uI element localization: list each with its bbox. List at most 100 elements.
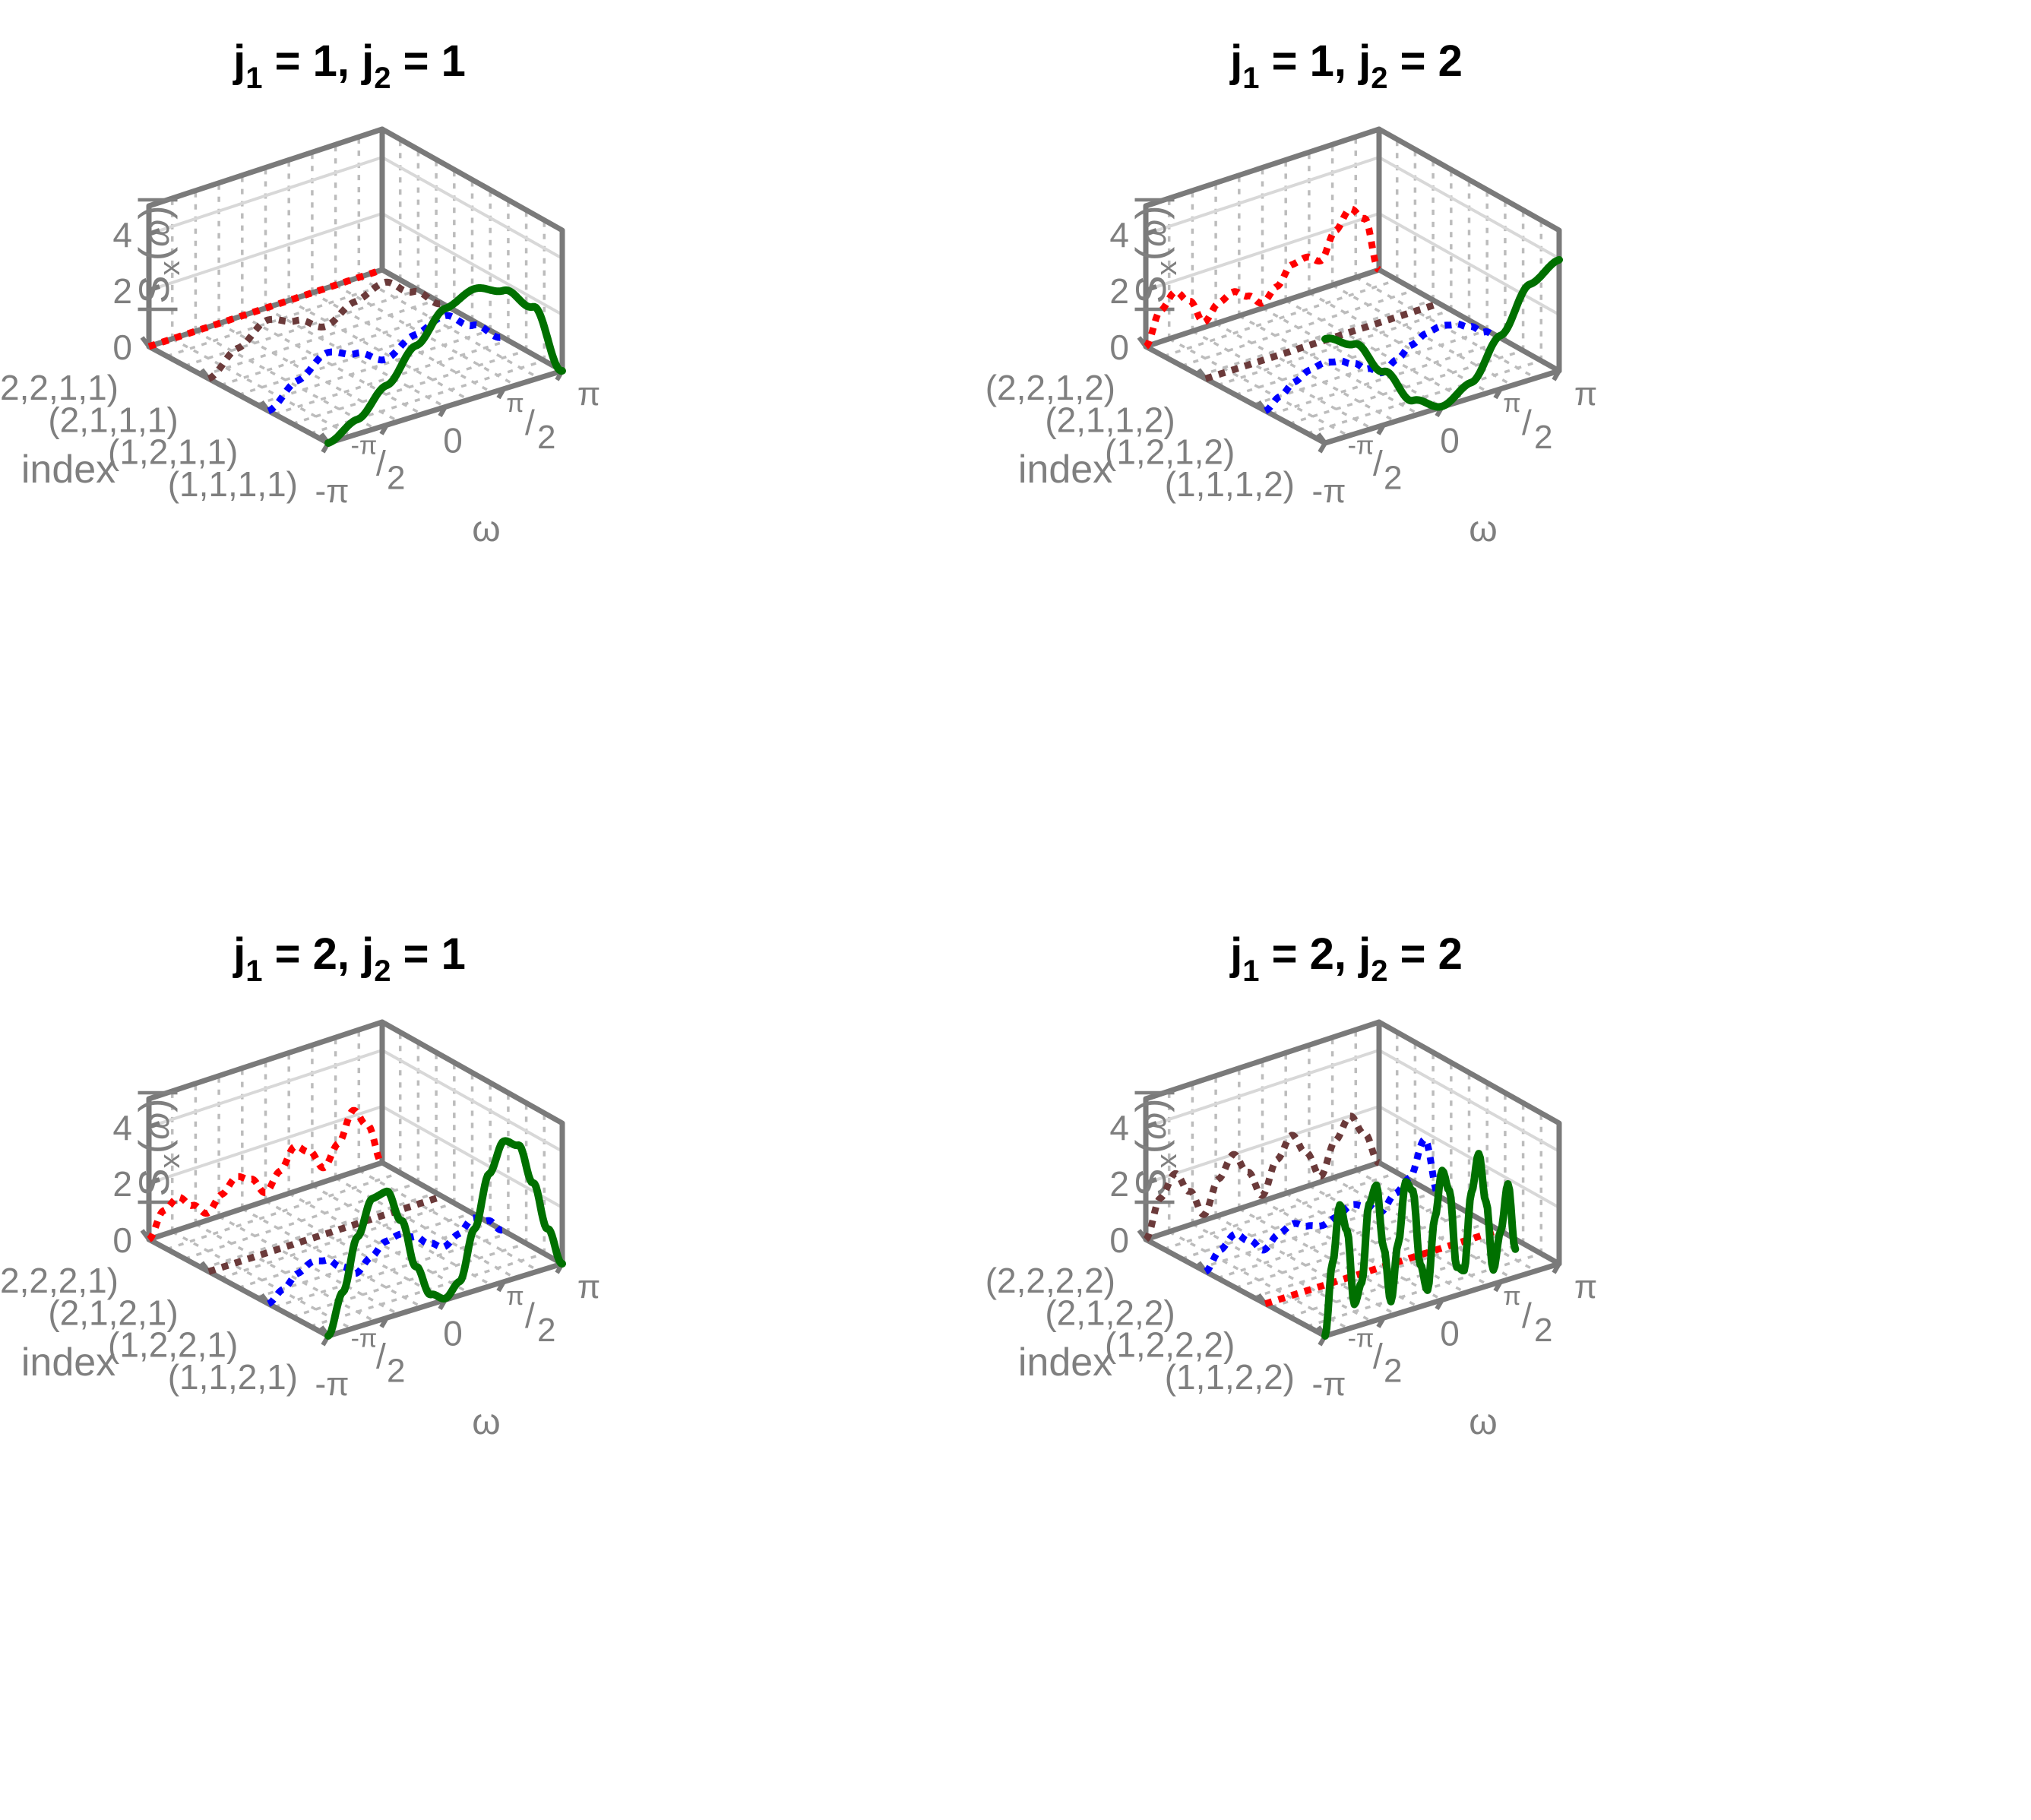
omega-tick-neg-pi: -π	[1311, 1366, 1346, 1403]
omega-tick-neg-half-slash: /	[1373, 443, 1383, 483]
index-tick-mark	[1256, 400, 1267, 413]
z-axis-label: |Sx(ω)|	[130, 1087, 186, 1208]
title-eq: = 2	[1387, 36, 1462, 86]
omega-tick-zero: 0	[1440, 1314, 1460, 1353]
chart-panel-2: 024-π-π/20π/2πω(2,2,1,2)(2,1,1,2)(1,2,1,…	[985, 36, 1597, 549]
title-sub: 2	[1371, 954, 1387, 988]
floor-grid-line	[1355, 276, 1537, 380]
floor-grid-line	[1285, 299, 1466, 401]
index-axis-label: index	[21, 1340, 115, 1385]
z-axis-label-sub: x	[1151, 1154, 1183, 1168]
title-sub: 1	[1242, 954, 1259, 988]
series-line-2122	[1204, 1135, 1441, 1275]
z-axis-label-suffix: )|	[1127, 1087, 1175, 1113]
z-axis-label: |Sx(ω)|	[1127, 1087, 1183, 1208]
omega-tick-pos-half-slash: /	[525, 403, 535, 442]
z-tick-label: 0	[1109, 328, 1129, 367]
z-axis-label-omega: ω	[1134, 1113, 1173, 1140]
omega-tick-pi: π	[577, 1268, 600, 1306]
index-tick-label: (2,2,1,2)	[985, 368, 1115, 407]
z-axis-label-prefix: |S	[130, 275, 178, 315]
chart-panel-1: 024-π-π/20π/2πω(2,2,1,1)(2,1,1,1)(1,2,1,…	[0, 36, 600, 549]
index-tick-label: (1,1,1,2)	[1165, 464, 1295, 504]
floor-grid-line	[238, 318, 473, 397]
omega-tick-mark	[438, 405, 448, 418]
omega-tick-neg-half-den: 2	[387, 459, 405, 496]
omega-tick-mark	[496, 1280, 506, 1293]
index-tick-label: (1,2,2,1)	[108, 1325, 238, 1365]
index-axis-label: index	[1018, 448, 1112, 492]
z-tick-label: 2	[112, 1164, 132, 1204]
z-axis-label-omega: ω	[137, 1113, 176, 1140]
omega-tick-zero: 0	[1440, 421, 1460, 461]
omega-tick-pos-half-slash: /	[1522, 403, 1532, 442]
index-tick-label: (2,1,2,1)	[48, 1293, 178, 1332]
z-axis-label-sub: x	[154, 261, 186, 275]
title-sub: 1	[1242, 62, 1259, 95]
omega-tick-pos-half-num: π	[1503, 389, 1520, 418]
omega-tick-pi: π	[1574, 1268, 1597, 1306]
series-line-2221	[147, 1106, 384, 1242]
omega-tick-pos-half-num: π	[506, 389, 524, 418]
omega-tick-mark	[496, 388, 506, 400]
index-tick-mark	[259, 1293, 270, 1306]
index-tick-label: (2,1,2,2)	[1045, 1293, 1175, 1332]
omega-tick-neg-half-num: -π	[1348, 1324, 1375, 1353]
z-tick-mark	[1144, 1121, 1158, 1129]
title-j: j	[1229, 36, 1242, 86]
z-axis-label: |Sx(ω)|	[130, 195, 186, 315]
omega-axis-label: ω	[1469, 509, 1497, 549]
floor-grid-line	[358, 276, 540, 380]
z-major-gridline	[148, 1048, 563, 1153]
index-tick-label: (2,2,2,1)	[0, 1261, 119, 1300]
series-line-1121	[324, 1137, 566, 1340]
floor-grid-line	[220, 1201, 455, 1280]
index-tick-mark	[1316, 432, 1327, 445]
omega-tick-mark	[1318, 442, 1327, 454]
z-tick-label: 4	[112, 1108, 132, 1147]
index-tick-mark	[1197, 1261, 1208, 1274]
z-tick-mark	[1144, 228, 1158, 236]
floor-grid-line	[1235, 318, 1470, 397]
z-axis-label-paren: (	[1127, 1139, 1175, 1154]
series-line-2212	[1144, 205, 1381, 350]
floor-grid-line	[358, 1169, 540, 1273]
floor-grid-line	[1285, 1192, 1466, 1294]
index-tick-mark	[200, 368, 211, 381]
floor-grid-line	[1163, 1171, 1398, 1251]
index-tick-label: (1,1,1,1)	[168, 464, 298, 504]
title-eq: = 1	[391, 36, 465, 86]
omega-tick-neg-half-den: 2	[1384, 1352, 1402, 1389]
z-axis-label: |Sx(ω)|	[1127, 195, 1183, 315]
z-tick-label: 4	[112, 215, 132, 255]
floor-grid-line	[292, 1242, 527, 1318]
omega-tick-neg-half-num: -π	[351, 1324, 378, 1353]
floor-grid-line	[1289, 349, 1524, 426]
series-line-1221	[266, 1214, 505, 1307]
title-eq: = 2, j	[1260, 929, 1371, 979]
index-tick-label: (1,2,1,1)	[108, 432, 238, 472]
z-axis-label-suffix: )|	[130, 195, 178, 220]
floor-grid-line	[256, 1222, 491, 1299]
omega-tick-neg-pi: -π	[1311, 473, 1346, 510]
chart-panel-3: 024-π-π/20π/2πω(2,2,2,1)(2,1,2,1)(1,2,2,…	[0, 929, 600, 1442]
omega-tick-neg-pi: -π	[315, 1366, 349, 1403]
z-axis-label-paren: (	[130, 246, 178, 261]
floor-grid-line	[1216, 309, 1452, 387]
index-axis-label: index	[21, 448, 115, 492]
floor-grid-line	[334, 1176, 517, 1280]
floor-grid-line	[1253, 1222, 1488, 1299]
z-axis-label-paren: (	[130, 1139, 178, 1154]
index-tick-mark	[140, 336, 151, 348]
floor-grid-line	[1308, 291, 1490, 394]
omega-tick-pos-half-num: π	[506, 1282, 524, 1311]
floor-grid-line	[166, 1171, 401, 1251]
floor-grid-line	[334, 283, 517, 387]
index-tick-mark	[140, 1229, 151, 1241]
index-tick-mark	[1197, 368, 1208, 381]
floor-grid-line	[274, 1232, 509, 1309]
z-tick-label: 0	[1109, 1220, 1129, 1260]
floor-grid-line	[312, 291, 493, 394]
series-line-1122	[1321, 1150, 1520, 1340]
z-axis-label-sub: x	[1151, 261, 1183, 275]
